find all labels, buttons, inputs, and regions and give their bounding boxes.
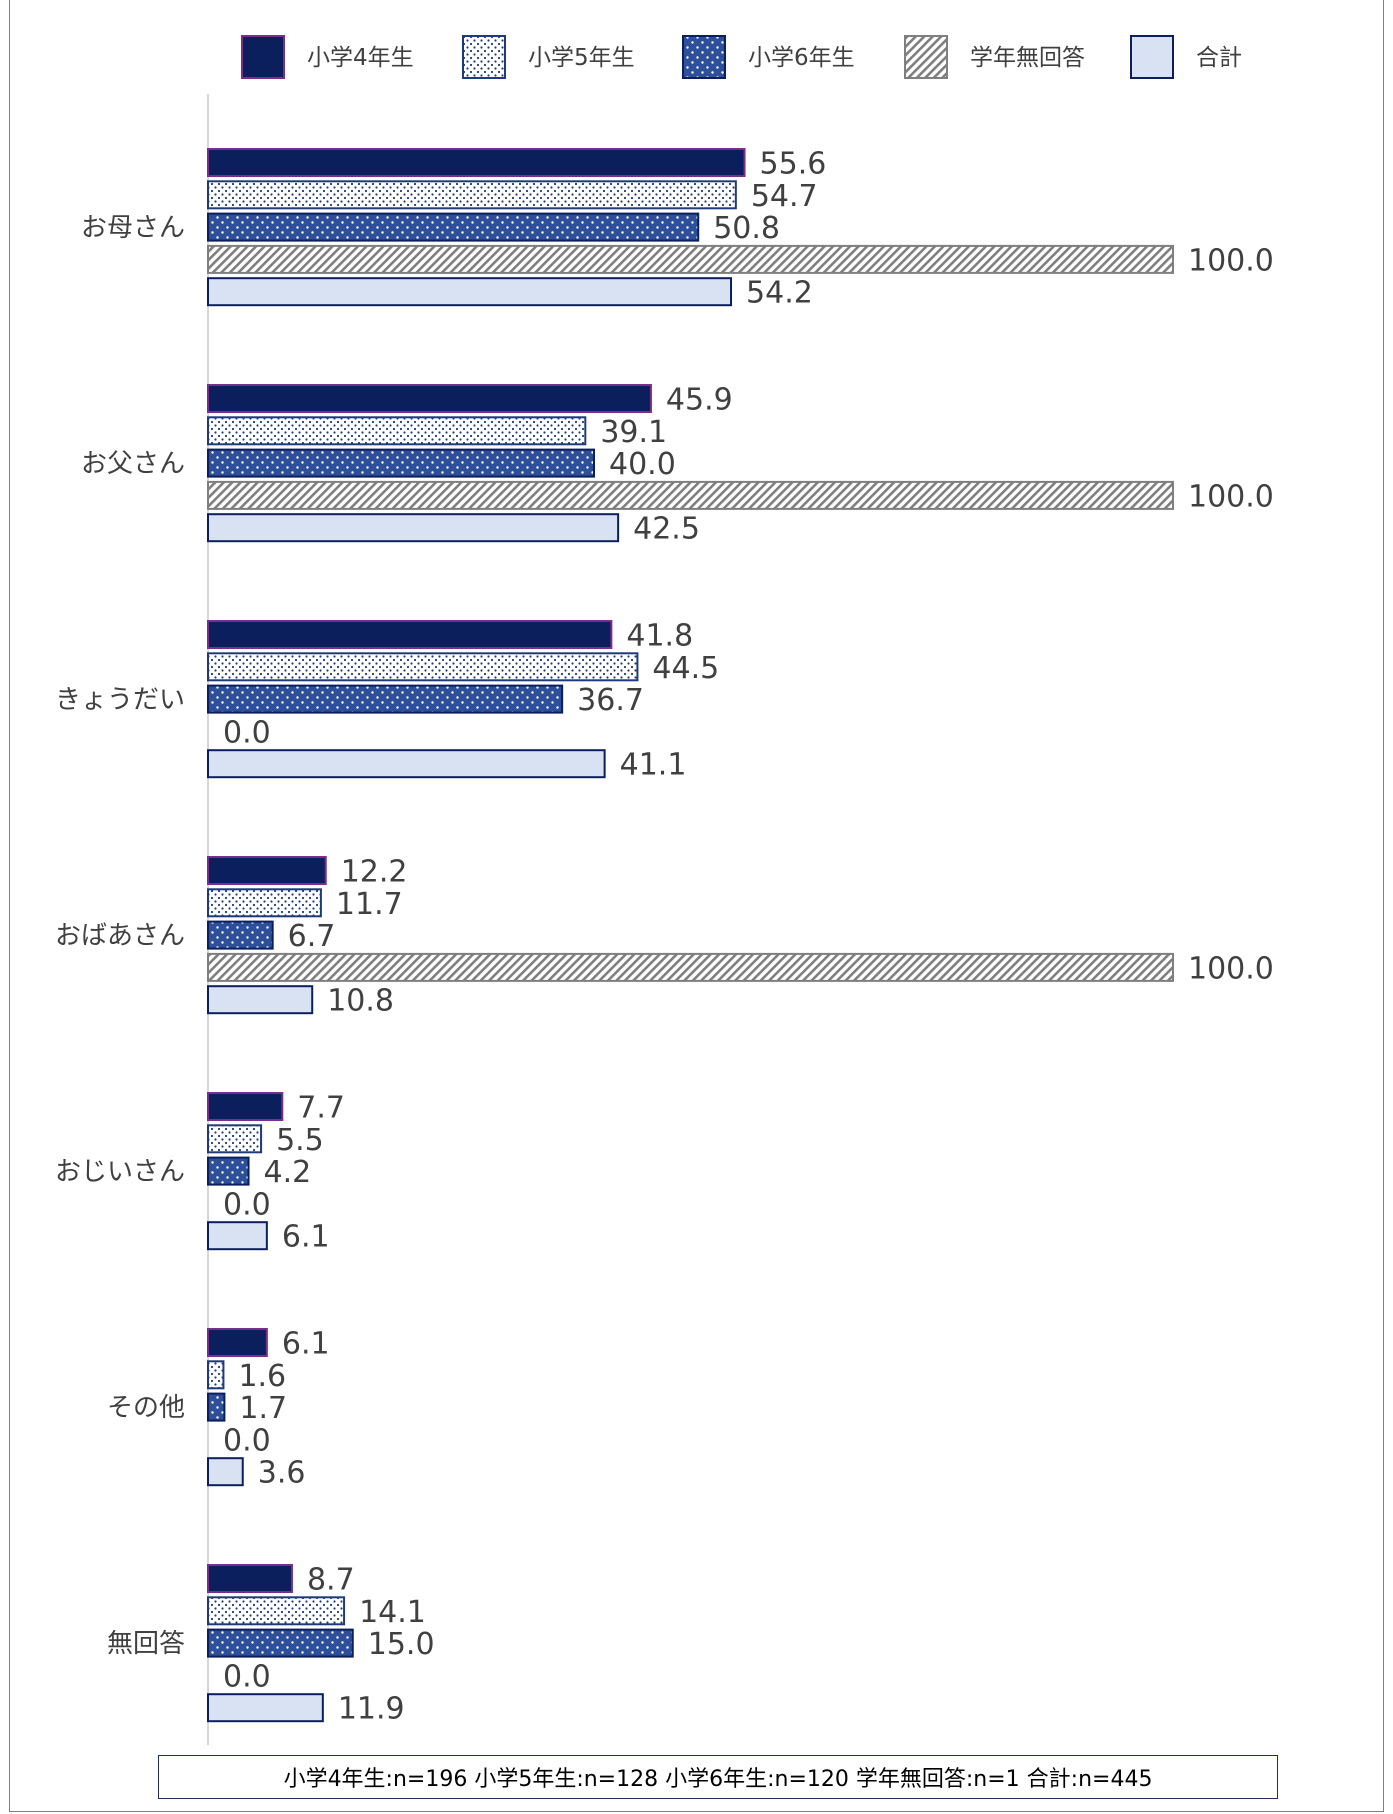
bar xyxy=(207,180,737,210)
legend-label: 小学5年生 xyxy=(528,45,635,71)
data-label: 0.0 xyxy=(223,1187,271,1222)
category-label: おじいさん xyxy=(55,1157,185,1187)
legend-swatch xyxy=(241,35,285,79)
bar xyxy=(207,1564,293,1593)
bar xyxy=(207,384,652,413)
bars xyxy=(207,148,1174,1723)
bar xyxy=(207,1596,346,1626)
bar xyxy=(207,920,274,950)
data-label: 6.1 xyxy=(282,1327,330,1362)
bar xyxy=(207,620,613,649)
data-label: 55.6 xyxy=(760,147,827,182)
data-label: 3.6 xyxy=(258,1456,306,1491)
legend: 小学4年生 小学5年生 小学6年生 学年無回答 合計 xyxy=(241,35,1242,79)
bar xyxy=(207,652,639,682)
data-label: 42.5 xyxy=(633,512,700,547)
bar xyxy=(207,513,620,543)
bar xyxy=(207,1360,225,1390)
data-label: 41.8 xyxy=(626,619,693,654)
data-label: 0.0 xyxy=(223,1423,271,1458)
bar xyxy=(207,148,746,177)
data-label: 15.0 xyxy=(368,1627,435,1662)
legend-swatch xyxy=(1130,35,1174,79)
data-label: 100.0 xyxy=(1188,243,1274,278)
data-label: 36.7 xyxy=(577,683,644,718)
data-label: 40.0 xyxy=(609,447,676,482)
legend-item: 学年無回答 xyxy=(904,35,1085,79)
data-label: 6.1 xyxy=(282,1220,330,1255)
legend-label: 小学6年生 xyxy=(748,45,855,71)
bar xyxy=(207,1156,250,1186)
sample-size-note: 小学4年生:n=196 小学5年生:n=128 小学6年生:n=120 学年無回… xyxy=(158,1755,1278,1799)
legend-item: 合計 xyxy=(1130,35,1242,79)
data-label: 12.2 xyxy=(341,855,408,890)
legend-swatch xyxy=(462,35,506,79)
bar xyxy=(207,277,733,307)
bar xyxy=(207,1457,244,1487)
bar xyxy=(207,684,564,714)
data-label: 7.7 xyxy=(297,1091,345,1126)
data-label: 41.1 xyxy=(620,748,687,783)
bar xyxy=(207,1221,268,1251)
value-labels: 55.654.750.8 100.0 54.2 45.939.140.0 100.0 42… xyxy=(223,147,1274,1727)
bar xyxy=(207,416,587,446)
bar xyxy=(207,1328,268,1357)
data-label: 5.5 xyxy=(276,1123,324,1158)
bar xyxy=(207,212,700,242)
data-label: 54.2 xyxy=(746,276,813,311)
legend-item: 小学4年生 xyxy=(241,35,414,79)
data-label: 14.1 xyxy=(359,1595,426,1630)
data-label: 11.9 xyxy=(338,1692,405,1727)
data-label: 39.1 xyxy=(600,415,667,450)
data-label: 50.8 xyxy=(713,211,780,246)
data-label: 8.7 xyxy=(307,1563,355,1598)
legend-item: 小学6年生 xyxy=(682,35,855,79)
bar xyxy=(207,856,327,885)
legend-item: 小学5年生 xyxy=(462,35,635,79)
data-label: 44.5 xyxy=(652,651,719,686)
legend-label: 合計 xyxy=(1196,45,1242,71)
data-label: 4.2 xyxy=(264,1155,312,1190)
data-label: 45.9 xyxy=(666,383,733,418)
bar xyxy=(207,1124,263,1154)
data-label: 6.7 xyxy=(288,919,336,954)
data-label: 54.7 xyxy=(751,179,818,214)
bar xyxy=(207,448,595,478)
data-label: 100.0 xyxy=(1188,951,1274,986)
data-label: 10.8 xyxy=(327,984,394,1019)
category-label: お母さん xyxy=(81,213,185,243)
chart-frame xyxy=(9,0,1384,1812)
category-label: 無回答 xyxy=(107,1629,185,1659)
category-label: おばあさん xyxy=(55,921,185,951)
legend-swatch xyxy=(904,35,948,79)
bar xyxy=(207,480,1174,510)
data-label: 0.0 xyxy=(223,1659,271,1694)
data-label: 11.7 xyxy=(336,887,403,922)
data-label: 1.6 xyxy=(238,1359,286,1394)
category-label: きょうだい xyxy=(55,685,185,715)
category-label: お父さん xyxy=(81,449,185,479)
bar xyxy=(207,749,606,779)
data-label: 1.7 xyxy=(239,1391,287,1426)
legend-swatch xyxy=(682,35,726,79)
data-label: 0.0 xyxy=(223,715,271,750)
bar xyxy=(207,1693,324,1723)
bar xyxy=(207,1628,354,1658)
legend-label: 小学4年生 xyxy=(307,45,414,71)
legend-label: 学年無回答 xyxy=(970,45,1085,71)
bar xyxy=(207,985,314,1015)
bar xyxy=(207,952,1174,982)
bar xyxy=(207,1092,284,1121)
bar xyxy=(207,244,1174,274)
bar xyxy=(207,1392,226,1422)
data-label: 100.0 xyxy=(1188,479,1274,514)
category-label: その他 xyxy=(107,1393,185,1423)
bar xyxy=(207,888,322,918)
